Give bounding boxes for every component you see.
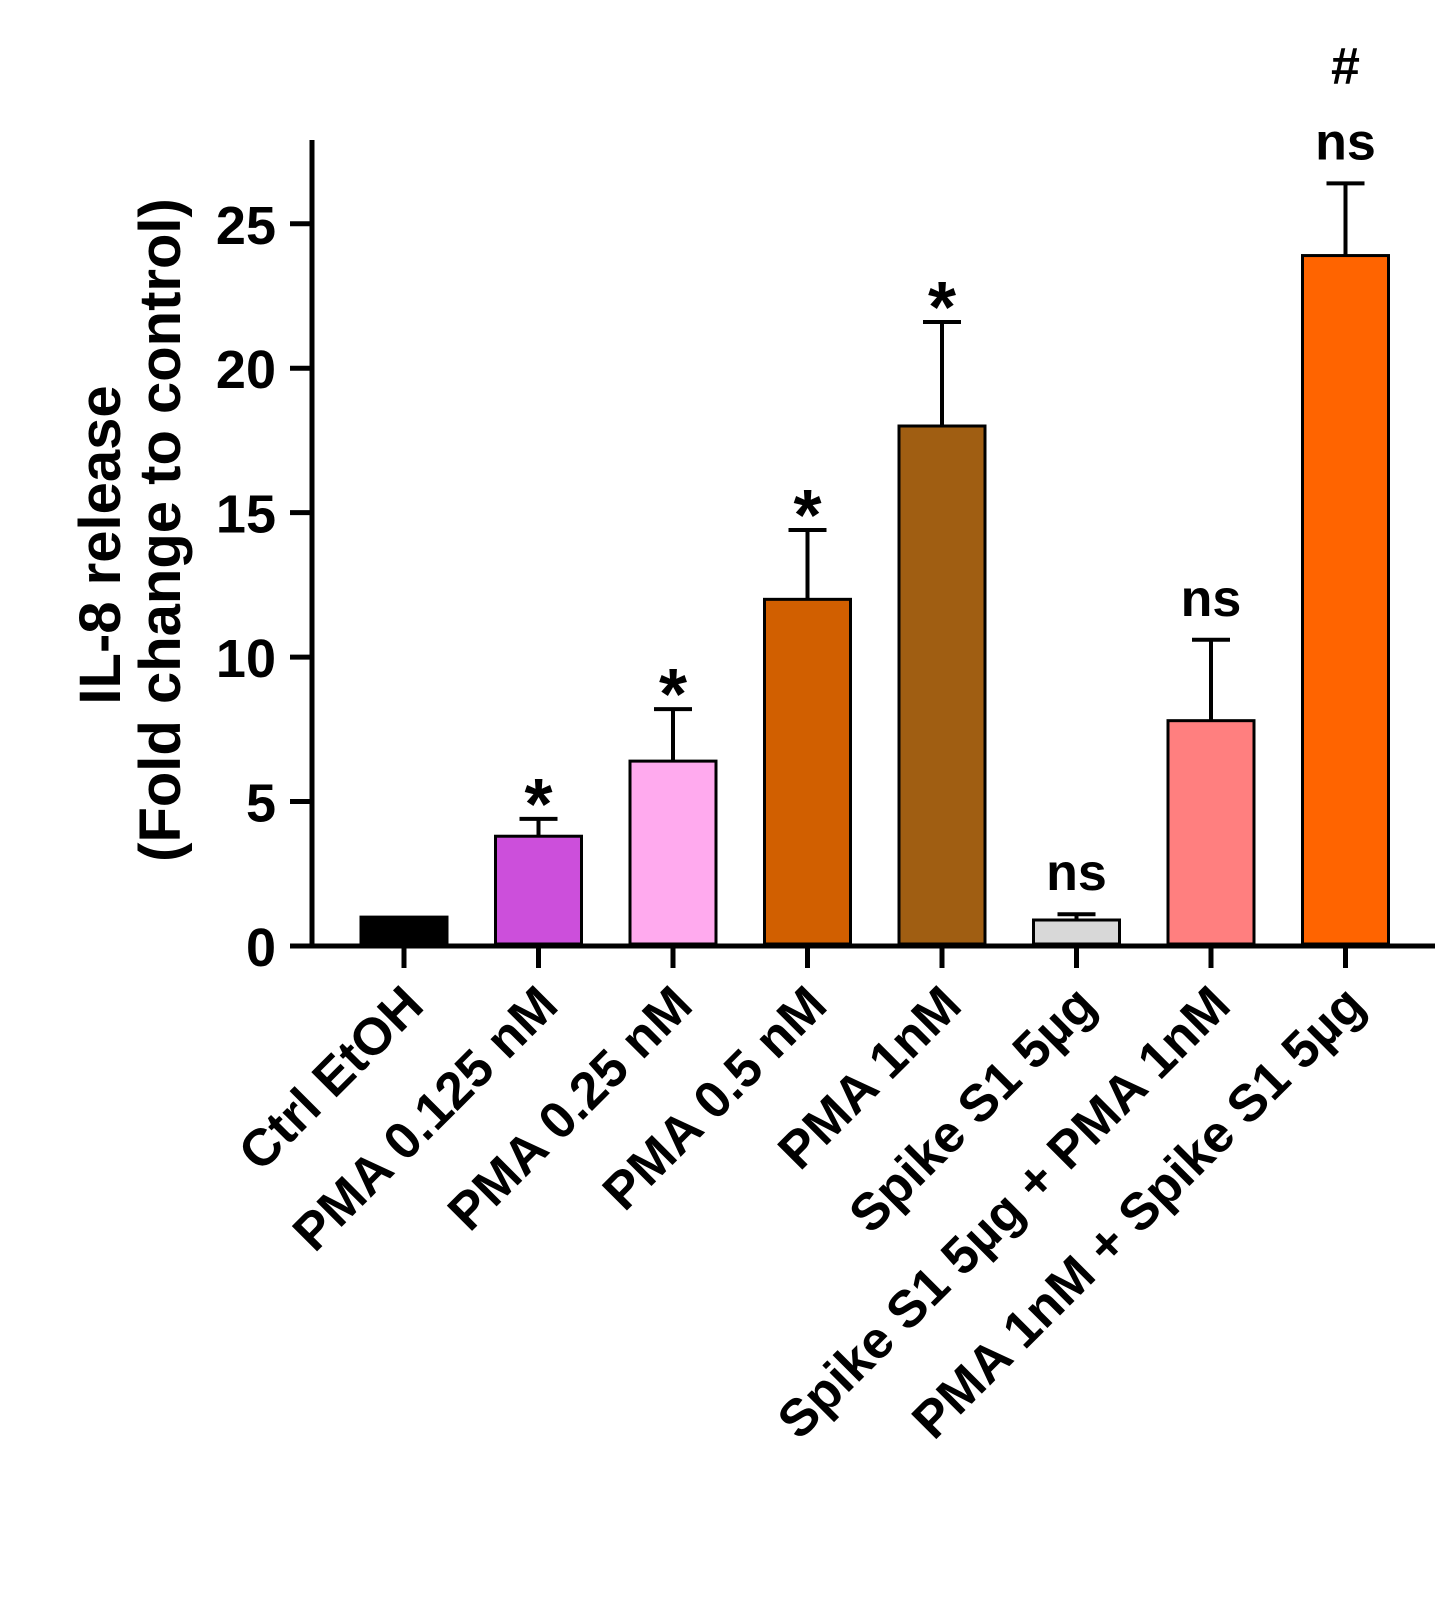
bar (897, 424, 987, 946)
bar (1032, 918, 1121, 946)
significance-label: ns (1046, 844, 1107, 902)
bar (494, 834, 583, 946)
significance-label: * (928, 268, 956, 348)
bars (359, 254, 1390, 946)
bar (1301, 254, 1390, 946)
bar (359, 915, 449, 946)
bar (628, 759, 718, 946)
y-axis-label-line2: (Fold change to control) (128, 198, 193, 862)
y-axis: 0 5 10 15 20 25 (216, 140, 315, 978)
significance-label: # (1331, 37, 1360, 95)
significance-label: ns (1181, 570, 1242, 628)
significance-label: * (659, 655, 687, 735)
y-tick-label: 15 (216, 485, 276, 545)
y-tick-label: 10 (216, 629, 276, 689)
bar (1166, 719, 1256, 946)
y-axis-label-line1: IL-8 release (68, 385, 133, 704)
significance-annotations: * * * * ns ns ns # (524, 37, 1375, 902)
y-tick-label: 5 (246, 774, 276, 834)
x-axis (310, 943, 1435, 968)
y-tick-label: 25 (216, 196, 276, 256)
y-axis-label: IL-8 release (Fold change to control) (68, 198, 193, 862)
significance-label: * (793, 476, 821, 556)
significance-label: * (524, 765, 552, 845)
error-bars (519, 181, 1365, 920)
significance-label: ns (1315, 113, 1376, 171)
bar (763, 597, 852, 946)
y-tick-label: 20 (216, 340, 276, 400)
y-tick-label: 0 (246, 918, 276, 978)
